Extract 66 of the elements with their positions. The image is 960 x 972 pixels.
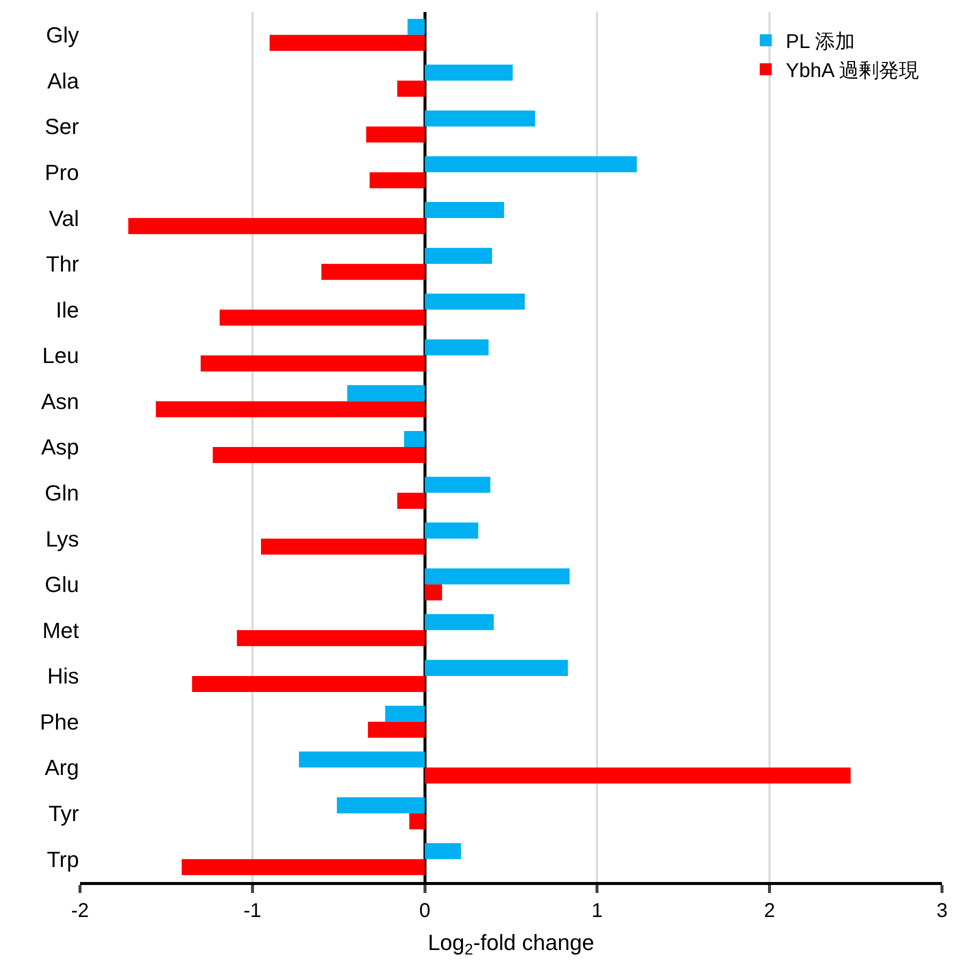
x-tick-label: 2 [764,900,776,922]
bar [397,492,425,509]
bar [368,722,425,738]
y-tick-label: Arg [44,755,79,780]
bar [366,126,425,142]
bar [200,355,425,372]
bar [182,859,425,876]
y-tick-label: Ala [47,68,80,94]
bar [270,34,425,51]
x-tick-label: 3 [936,900,948,922]
bar [236,630,425,646]
x-tick-label: -2 [71,900,89,922]
bar [336,797,425,814]
bar [220,310,425,326]
bar [212,447,425,464]
y-tick-label: Met [42,618,79,643]
y-tick-label: Phe [40,709,79,734]
legend-label: PL 添加 [786,31,856,53]
bar [404,430,425,447]
y-tick-label: Ile [56,297,79,322]
y-tick-label: Tyr [48,801,79,826]
x-tick-label: 1 [592,900,603,922]
y-tick-label: Thr [46,252,79,277]
bar [156,401,425,418]
bar [424,110,536,126]
y-tick-label: Ser [44,114,79,140]
bar [261,538,425,555]
bar [424,584,442,600]
x-tick-label: -1 [244,900,262,922]
x-tick-label: 0 [419,900,430,922]
y-tick-label: Val [48,206,79,231]
bar [409,813,425,830]
bar [424,202,504,218]
bar [424,614,494,630]
bar [424,156,637,172]
bar [424,476,490,493]
bar [424,660,568,676]
bar [424,248,492,264]
bar [424,294,525,310]
bar [424,843,461,860]
y-tick-label: Pro [44,160,79,185]
bar [321,264,425,280]
y-tick-label: Gly [46,22,79,48]
y-tick-label: Trp [46,846,79,872]
x-axis-title: Log$_{2}$-fold change [428,930,594,959]
bar [347,385,425,402]
bar [424,522,478,539]
y-tick-label: Asn [41,388,79,414]
bar [192,676,425,692]
y-tick-label: Glu [44,572,79,598]
bar [424,568,570,584]
bar [424,64,513,81]
bar [298,752,425,768]
bar [385,706,425,722]
y-tick-label: Leu [42,343,79,368]
y-tick-label: Asp [41,434,79,460]
y-tick-label: Gln [44,480,79,506]
bar [397,80,425,97]
bar [408,18,425,35]
bar [128,218,425,234]
y-tick-label: Lys [46,526,79,552]
y-tick-label: His [47,664,79,689]
legend-label: YbhA 過剰発現 [786,60,920,82]
bar [424,339,489,356]
bar [370,172,425,188]
bar [424,768,851,784]
